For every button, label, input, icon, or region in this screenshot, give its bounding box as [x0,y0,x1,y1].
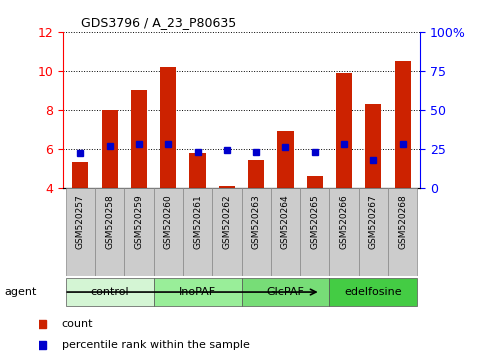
FancyBboxPatch shape [359,188,388,276]
FancyBboxPatch shape [124,188,154,276]
FancyBboxPatch shape [388,188,417,276]
FancyBboxPatch shape [242,188,271,276]
FancyBboxPatch shape [154,278,242,306]
Bar [160,67,176,188]
Bar [365,104,382,188]
Bar [72,162,88,188]
Text: GSM520265: GSM520265 [310,195,319,250]
Text: GSM520260: GSM520260 [164,195,173,250]
Text: GSM520263: GSM520263 [252,195,261,250]
Text: GSM520257: GSM520257 [76,195,85,250]
Text: GSM520268: GSM520268 [398,195,407,250]
Text: GDS3796 / A_23_P80635: GDS3796 / A_23_P80635 [81,16,236,29]
Text: GSM520258: GSM520258 [105,195,114,250]
Text: GSM520259: GSM520259 [134,195,143,250]
Text: GlcPAF: GlcPAF [267,287,304,297]
FancyBboxPatch shape [242,278,329,306]
Text: count: count [61,319,93,329]
Bar [395,61,411,188]
Text: percentile rank within the sample: percentile rank within the sample [61,340,249,350]
Text: GSM520267: GSM520267 [369,195,378,250]
FancyBboxPatch shape [329,188,359,276]
Text: edelfosine: edelfosine [344,287,402,297]
Bar [277,131,294,188]
Bar [101,110,118,188]
Text: GSM520264: GSM520264 [281,195,290,249]
Text: agent: agent [5,287,37,297]
FancyBboxPatch shape [300,188,329,276]
FancyBboxPatch shape [183,188,212,276]
FancyBboxPatch shape [154,188,183,276]
FancyBboxPatch shape [95,188,124,276]
Text: GSM520261: GSM520261 [193,195,202,250]
FancyBboxPatch shape [66,278,154,306]
FancyBboxPatch shape [329,278,417,306]
Text: InoPAF: InoPAF [179,287,216,297]
Bar [131,90,147,188]
Text: GSM520266: GSM520266 [340,195,349,250]
FancyBboxPatch shape [271,188,300,276]
Bar [336,73,352,188]
Bar [307,176,323,188]
Bar [219,185,235,188]
Text: GSM520262: GSM520262 [222,195,231,249]
Text: control: control [90,287,129,297]
FancyBboxPatch shape [66,188,95,276]
Bar [189,153,206,188]
FancyBboxPatch shape [212,188,242,276]
Bar [248,160,264,188]
